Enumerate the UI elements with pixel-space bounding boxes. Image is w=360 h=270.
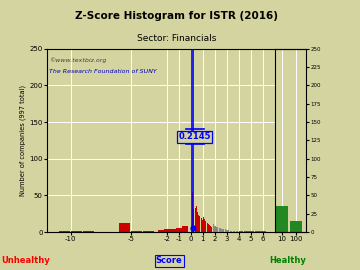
Bar bbox=[236, 231, 238, 232]
Bar bbox=[158, 230, 163, 232]
Bar bbox=[211, 227, 212, 232]
Bar bbox=[220, 228, 221, 232]
Bar bbox=[230, 231, 232, 232]
Bar bbox=[215, 226, 216, 232]
Bar bbox=[262, 231, 266, 232]
Bar bbox=[120, 223, 130, 232]
Bar bbox=[219, 228, 220, 232]
Bar bbox=[214, 226, 215, 232]
Bar bbox=[143, 231, 154, 232]
Bar bbox=[217, 227, 219, 232]
Bar bbox=[164, 229, 170, 232]
Bar bbox=[291, 221, 302, 232]
Bar bbox=[255, 231, 259, 232]
Bar bbox=[170, 228, 176, 232]
Text: Sector: Financials: Sector: Financials bbox=[137, 34, 216, 43]
Text: Score: Score bbox=[156, 256, 183, 265]
Bar bbox=[71, 231, 82, 232]
Bar bbox=[199, 216, 201, 232]
Bar bbox=[225, 229, 226, 232]
Bar bbox=[233, 231, 235, 232]
Bar bbox=[209, 225, 210, 232]
Bar bbox=[59, 231, 70, 232]
Bar bbox=[197, 212, 198, 232]
Bar bbox=[198, 215, 199, 232]
Bar bbox=[226, 230, 227, 232]
Bar bbox=[216, 227, 217, 232]
Bar bbox=[203, 217, 204, 232]
Bar bbox=[247, 231, 251, 232]
Text: The Research Foundation of SUNY: The Research Foundation of SUNY bbox=[49, 69, 157, 74]
Y-axis label: Number of companies (997 total): Number of companies (997 total) bbox=[20, 85, 26, 196]
Bar bbox=[223, 229, 224, 232]
Bar bbox=[182, 226, 188, 232]
Bar bbox=[259, 231, 262, 232]
Bar bbox=[207, 223, 208, 232]
Bar bbox=[192, 192, 193, 232]
Bar bbox=[201, 218, 202, 232]
Bar bbox=[276, 207, 288, 232]
Bar bbox=[208, 224, 209, 232]
Text: Healthy: Healthy bbox=[270, 256, 306, 265]
Bar bbox=[131, 231, 142, 232]
Bar bbox=[212, 224, 213, 232]
Text: Z-Score Histogram for ISTR (2016): Z-Score Histogram for ISTR (2016) bbox=[75, 11, 278, 21]
Bar bbox=[84, 231, 94, 232]
Bar bbox=[204, 219, 205, 232]
Text: 0.2145: 0.2145 bbox=[179, 132, 211, 141]
Bar bbox=[193, 209, 194, 232]
Bar bbox=[244, 231, 247, 232]
Bar bbox=[239, 231, 243, 232]
Bar bbox=[227, 230, 229, 232]
Bar bbox=[210, 226, 211, 232]
Bar bbox=[202, 220, 203, 232]
Bar bbox=[191, 50, 192, 232]
Bar bbox=[205, 221, 206, 232]
Bar bbox=[221, 228, 222, 232]
Bar bbox=[222, 228, 223, 232]
Bar bbox=[176, 228, 181, 232]
Bar bbox=[251, 231, 255, 232]
Text: Unhealthy: Unhealthy bbox=[1, 256, 50, 265]
Bar bbox=[196, 207, 197, 232]
Bar bbox=[194, 208, 195, 232]
Text: ©www.textbiz.org: ©www.textbiz.org bbox=[49, 58, 107, 63]
